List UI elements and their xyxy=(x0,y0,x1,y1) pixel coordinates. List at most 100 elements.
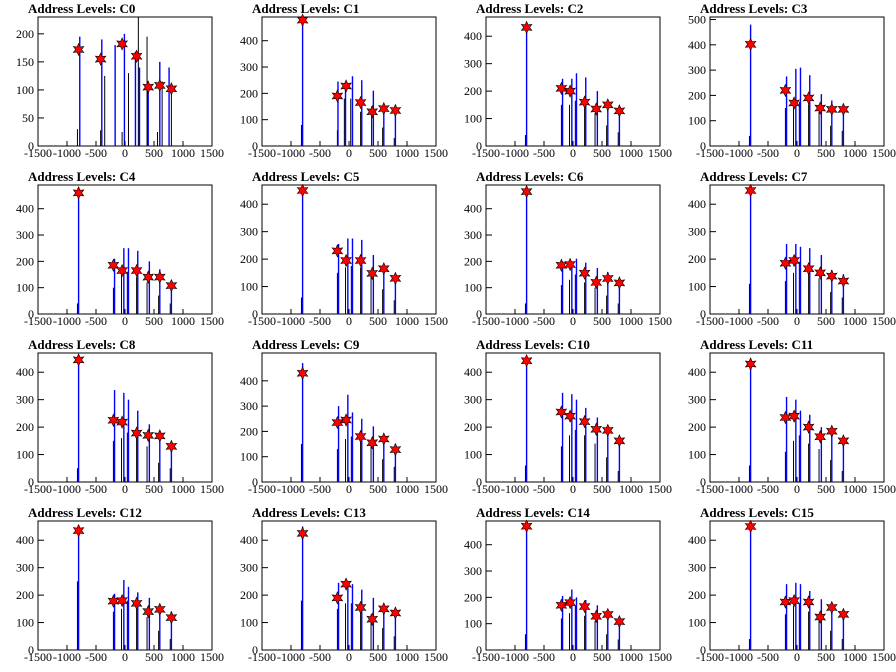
plot-frame xyxy=(709,184,885,315)
x-tick-label: 1500 xyxy=(872,314,896,328)
chart-title: Address Levels: C4 xyxy=(28,169,136,184)
x-tick-label: -500 xyxy=(757,650,779,664)
y-tick-label: 100 xyxy=(240,113,258,127)
chart-svg: Address Levels: C0 0 50 100 150 200 -1500 -1000… xyxy=(16,1,224,160)
x-tick-label: 1500 xyxy=(872,482,896,496)
peak-marker xyxy=(601,98,614,112)
peak-marker xyxy=(165,82,178,96)
plot-frame xyxy=(37,520,213,651)
peak-marker xyxy=(107,594,120,608)
peak-marker xyxy=(601,271,614,286)
x-tick-label: 0 xyxy=(794,650,800,664)
x-tick-label: 1500 xyxy=(200,650,224,664)
peak-marker xyxy=(331,591,344,605)
peak-marker xyxy=(340,577,352,591)
x-tick-label: -500 xyxy=(309,146,331,160)
peak-marker xyxy=(354,429,367,444)
x-tick-label: -1500 xyxy=(696,146,724,160)
peak-marker xyxy=(142,428,155,443)
x-tick-label: -1500 xyxy=(696,482,724,496)
y-tick-label: 200 xyxy=(464,420,482,434)
y-tick-label: 100 xyxy=(464,112,482,126)
peak-marker xyxy=(613,614,626,629)
peak-marker xyxy=(366,436,379,450)
peak-marker xyxy=(564,84,576,98)
peak-marker xyxy=(520,184,533,199)
y-tick-label: 200 xyxy=(688,588,706,602)
y-tick-label: 300 xyxy=(16,561,34,575)
plot-frame xyxy=(37,352,213,483)
y-tick-label: 300 xyxy=(688,561,706,575)
y-tick-label: 100 xyxy=(16,83,34,97)
x-tick-label: -500 xyxy=(85,146,107,160)
peak-marker xyxy=(130,426,143,440)
peak-marker xyxy=(107,258,120,273)
peak-marker xyxy=(296,366,309,380)
x-tick-label: 1500 xyxy=(424,650,448,664)
chart-svg: Address Levels: C8 0 100 200 300 400 -1500 -100… xyxy=(16,337,224,496)
x-tick-label: -500 xyxy=(85,650,107,664)
y-tick-label: 300 xyxy=(16,393,34,407)
x-tick-label: 500 xyxy=(817,146,835,160)
x-tick-label: 1000 xyxy=(843,650,867,664)
x-tick-label: 500 xyxy=(145,146,163,160)
x-tick-label: 1000 xyxy=(619,650,643,664)
x-tick-label: -1500 xyxy=(24,650,52,664)
plot-frame xyxy=(485,184,661,315)
y-tick-label: 0 xyxy=(28,643,34,657)
y-tick-label: 100 xyxy=(688,448,706,462)
y-tick-label: 300 xyxy=(16,228,34,242)
x-tick-label: 500 xyxy=(817,314,835,328)
y-tick-label: 400 xyxy=(688,533,706,547)
x-tick-label: -500 xyxy=(757,146,779,160)
x-tick-label: 1000 xyxy=(843,146,867,160)
x-tick-label: -500 xyxy=(533,650,555,664)
y-tick-label: 200 xyxy=(688,252,706,266)
x-tick-label: -1000 xyxy=(53,314,81,328)
peak-marker xyxy=(389,271,402,286)
chart-svg: Address Levels: C14 0 100 200 300 400 -1500 -10… xyxy=(464,505,672,664)
y-tick-label: 100 xyxy=(240,280,258,294)
peak-marker xyxy=(590,102,603,116)
peak-marker xyxy=(590,422,603,437)
peak-marker xyxy=(94,52,107,66)
peak-marker xyxy=(578,599,591,614)
peak-marker xyxy=(72,353,85,367)
x-tick-label: 1000 xyxy=(395,482,419,496)
chart-panel: Address Levels: C6 0 100 200 300 400 -1500 -100… xyxy=(448,168,672,336)
chart-title: Address Levels: C11 xyxy=(700,337,813,352)
x-tick-label: 500 xyxy=(369,146,387,160)
x-tick-label: 500 xyxy=(593,314,611,328)
y-tick-label: 50 xyxy=(22,111,34,125)
chart-svg: Address Levels: C4 0 100 200 300 400 -1500 -100… xyxy=(16,169,224,328)
peak-marker xyxy=(366,105,379,119)
y-tick-label: 200 xyxy=(688,420,706,434)
y-tick-label: 200 xyxy=(240,424,258,438)
x-tick-label: 1000 xyxy=(843,482,867,496)
chart-title: Address Levels: C8 xyxy=(28,337,136,352)
chart-title: Address Levels: C2 xyxy=(476,1,583,16)
x-tick-label: -1000 xyxy=(501,146,529,160)
peak-marker xyxy=(613,104,626,118)
peak-marker xyxy=(578,95,591,109)
chart-title: Address Levels: C14 xyxy=(476,505,590,520)
y-tick-label: 400 xyxy=(688,197,706,211)
peak-marker xyxy=(788,253,800,268)
chart-title: Address Levels: C12 xyxy=(28,505,142,520)
peak-marker xyxy=(377,602,390,616)
x-tick-label: 1500 xyxy=(424,314,448,328)
peak-marker xyxy=(354,600,367,615)
peak-marker xyxy=(590,275,603,290)
y-tick-label: 400 xyxy=(240,197,258,211)
x-tick-label: 1500 xyxy=(424,482,448,496)
y-tick-label: 0 xyxy=(252,139,258,153)
peak-marker xyxy=(116,593,128,608)
y-tick-label: 400 xyxy=(16,365,34,379)
peak-marker xyxy=(555,258,568,273)
x-tick-label: 1000 xyxy=(171,146,195,160)
x-tick-label: 0 xyxy=(346,146,352,160)
peak-marker xyxy=(116,263,128,278)
y-tick-label: 400 xyxy=(16,202,34,216)
chart-panel: Address Levels: C9 0 100 200 300 400 -1500 -100… xyxy=(224,336,448,504)
peak-marker xyxy=(779,83,792,98)
